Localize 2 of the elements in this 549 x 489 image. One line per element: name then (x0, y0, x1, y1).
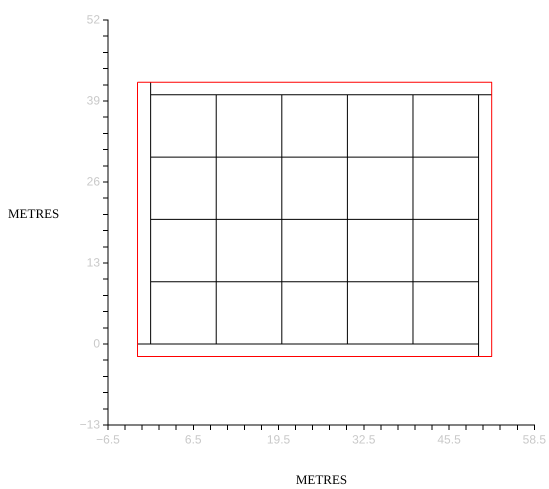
y-axis-title: METRES (8, 206, 60, 222)
x-axis-title: METRES (294, 472, 348, 488)
